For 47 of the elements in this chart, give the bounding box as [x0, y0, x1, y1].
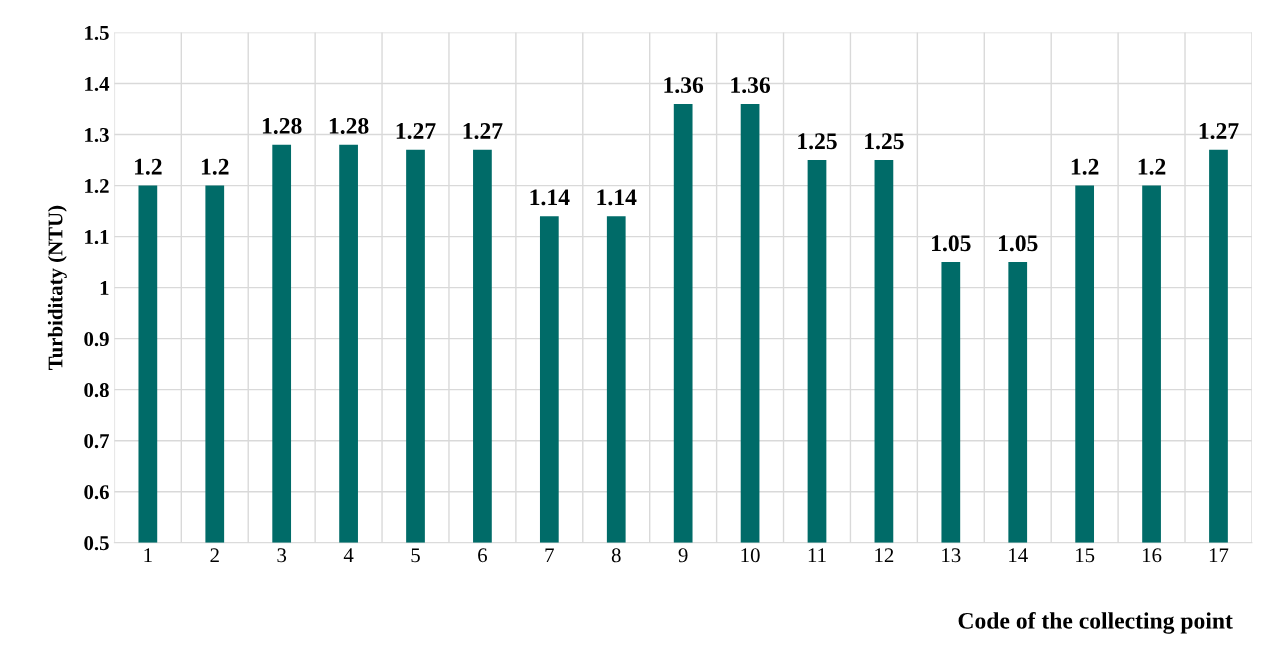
x-tick-label: 2 [210, 548, 219, 563]
x-tick-label: 4 [343, 548, 354, 563]
data-label: 1.36 [664, 77, 704, 94]
x-tick-label: 12 [875, 548, 894, 563]
x-tick-label: 15 [1076, 548, 1095, 563]
data-label: 1.05 [998, 235, 1038, 252]
x-tick-label: 6 [478, 548, 488, 563]
y-tick-label: 1.4 [85, 77, 110, 92]
data-label: 1.14 [530, 189, 570, 206]
x-tick-label: 17 [1209, 548, 1229, 563]
data-label: 1.2 [201, 158, 229, 175]
y-tick-label: 1.3 [85, 127, 109, 143]
data-label: 1.14 [597, 189, 637, 206]
y-tick-label: 0.5 [84, 536, 109, 551]
data-label: 1.2 [1138, 158, 1166, 175]
data-label: 1.25 [865, 133, 904, 150]
x-tick-label: 10 [741, 548, 760, 563]
data-label: 1.25 [798, 133, 837, 150]
x-tick-label: 5 [411, 548, 420, 563]
data-label: 1.05 [932, 235, 971, 252]
y-axis-title: Turbiditaty (NTU) [47, 205, 67, 370]
x-tick-label: 16 [1142, 548, 1162, 563]
x-tick-label: 3 [277, 548, 287, 563]
x-axis-title: Code of the collecting point [958, 611, 1233, 634]
y-tick-label: 1 [100, 281, 109, 295]
x-tick-label: 14 [1009, 548, 1028, 563]
x-tick-label: 13 [942, 548, 961, 563]
y-tick-label: 1.1 [85, 230, 109, 245]
x-tick-label: 1 [144, 548, 152, 563]
x-tick-label: 9 [678, 548, 688, 563]
y-tick-label: 0.8 [84, 383, 109, 398]
data-label: 1.28 [329, 117, 369, 134]
data-label: 1.28 [262, 117, 302, 134]
x-tick-label: 11 [808, 548, 826, 563]
data-label: 1.36 [731, 77, 771, 94]
y-tick-label: 0.7 [84, 434, 110, 449]
data-label: 1.2 [134, 158, 162, 175]
data-label: 1.2 [1071, 158, 1099, 175]
y-tick-label: 0.9 [84, 332, 109, 347]
data-label: 1.27 [463, 123, 503, 140]
y-tick-label: 0.6 [84, 485, 109, 500]
y-tick-label: 1.5 [85, 25, 109, 41]
x-tick-label: 8 [611, 548, 621, 563]
data-label: 1.27 [396, 123, 436, 140]
x-tick-label: 7 [545, 548, 554, 563]
data-label: 1.27 [1199, 123, 1239, 140]
y-tick-label: 1.2 [85, 179, 109, 194]
